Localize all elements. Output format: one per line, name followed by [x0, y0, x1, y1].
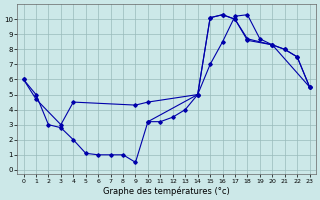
X-axis label: Graphe des températures (°c): Graphe des températures (°c) [103, 186, 230, 196]
